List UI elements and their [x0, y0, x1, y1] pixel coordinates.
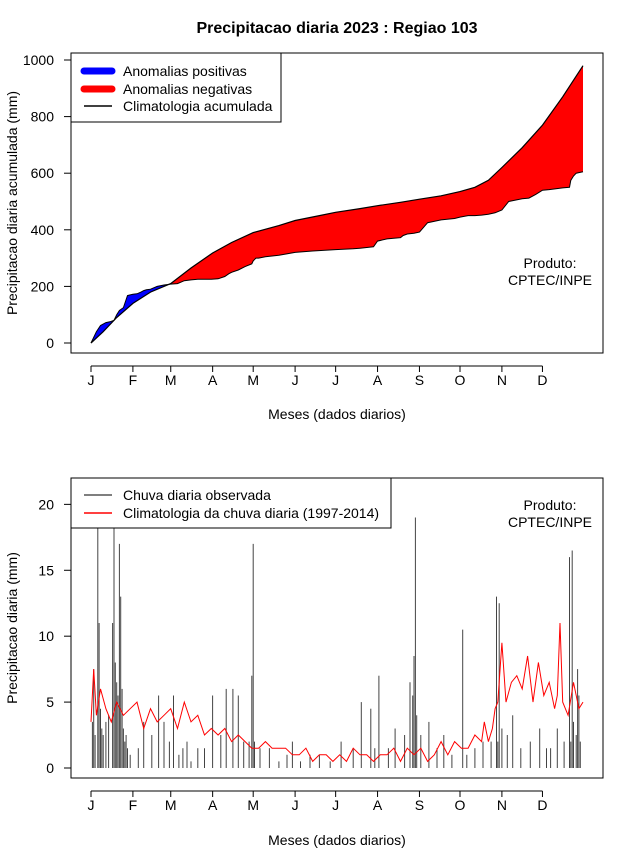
- accumulated-x-tick-label: J: [292, 372, 299, 388]
- accumulated-x-label: Meses (dados diarios): [268, 406, 406, 422]
- accumulated-plot-area: [90, 65, 584, 344]
- accumulated-y-tick-label: 800: [31, 109, 55, 125]
- daily-x-tick-label: O: [455, 797, 466, 813]
- daily-x-tick-label: A: [208, 797, 218, 813]
- daily-annotation-line-1: Produto:: [524, 497, 577, 513]
- daily-x-tick-label: M: [247, 797, 259, 813]
- observed-accumulated-line: [90, 171, 584, 344]
- accumulated-annotation-line-1: Produto:: [524, 255, 577, 271]
- daily-legend: Chuva diaria observada Climatologia da c…: [70, 477, 392, 529]
- accumulated-x-tick-label: D: [537, 372, 547, 388]
- daily-x-tick-label: S: [415, 797, 424, 813]
- accumulated-legend: Anomalias positivas Anomalias negativas …: [70, 52, 282, 123]
- legend-label-climatology: Climatologia acumulada: [123, 98, 273, 114]
- accumulated-x-tick-label: N: [497, 372, 507, 388]
- negative-anomaly-area: [169, 65, 583, 285]
- accumulated-x-tick-label: M: [165, 372, 177, 388]
- daily-x-tick-label: J: [292, 797, 299, 813]
- accumulated-plot-frame: [70, 52, 604, 354]
- daily-y-tick-label: 20: [38, 496, 54, 512]
- accumulated-x-tick-label: F: [129, 372, 138, 388]
- daily-y-tick-label: 5: [46, 694, 54, 710]
- legend-label-positive: Anomalias positivas: [123, 63, 247, 79]
- accumulated-x-tick-label: J: [88, 372, 95, 388]
- daily-y-tick-label: 15: [38, 562, 54, 578]
- legend-label-observed: Chuva diaria observada: [123, 487, 271, 503]
- daily-x-tick-label: F: [129, 797, 138, 813]
- accumulated-y-tick-label: 1000: [23, 52, 54, 68]
- accumulated-y-tick-label: 600: [31, 165, 55, 181]
- accumulated-y-axis: 0 200 400 600 800 1000: [23, 52, 72, 351]
- legend-label-negative: Anomalias negativas: [123, 81, 252, 97]
- accumulated-x-tick-label: A: [373, 372, 383, 388]
- daily-x-tick-label: J: [332, 797, 339, 813]
- accumulated-y-tick-label: 200: [31, 278, 55, 294]
- daily-legend-box: [70, 477, 392, 529]
- daily-x-tick-label: A: [373, 797, 383, 813]
- climatology-accumulated-line: [90, 65, 584, 344]
- daily-x-tick-label: N: [497, 797, 507, 813]
- accumulated-x-tick-label: J: [332, 372, 339, 388]
- daily-y-label: Precipitacao diaria (mm): [4, 552, 20, 704]
- daily-x-tick-label: J: [88, 797, 95, 813]
- daily-y-axis: 0 5 10 15 20: [38, 496, 72, 776]
- daily-panel: J F M A M J J A S O N D 0 5 10 15 20 Meses (dados diari…: [4, 477, 604, 848]
- daily-annotation-line-2: CPTEC/INPE: [508, 514, 592, 530]
- daily-x-tick-label: D: [537, 797, 547, 813]
- accumulated-x-tick-label: S: [415, 372, 424, 388]
- daily-x-tick-label: M: [165, 797, 177, 813]
- accumulated-y-tick-label: 400: [31, 222, 55, 238]
- daily-y-tick-label: 0: [46, 760, 54, 776]
- accumulated-annotation-line-2: CPTEC/INPE: [508, 272, 592, 288]
- figure-title: Precipitacao diaria 2023 : Regiao 103: [196, 20, 477, 37]
- legend-label-daily-climatology: Climatologia da chuva diaria (1997-2014): [123, 505, 379, 521]
- daily-climatology-line: [90, 622, 584, 763]
- accumulated-panel: J F M A M J J A S O N D 0 200 400 600 800 1000 Meses (da…: [4, 52, 604, 422]
- positive-anomaly-area: [92, 284, 168, 342]
- accumulated-y-label: Precipitacao diaria acumulada (mm): [4, 91, 20, 315]
- accumulated-x-tick-label: O: [455, 372, 466, 388]
- daily-x-label: Meses (dados diarios): [268, 832, 406, 848]
- accumulated-y-tick-label: 0: [46, 335, 54, 351]
- accumulated-x-tick-label: M: [247, 372, 259, 388]
- accumulated-x-tick-label: A: [208, 372, 218, 388]
- daily-observed-bars: [91, 478, 581, 768]
- daily-y-tick-label: 10: [38, 628, 54, 644]
